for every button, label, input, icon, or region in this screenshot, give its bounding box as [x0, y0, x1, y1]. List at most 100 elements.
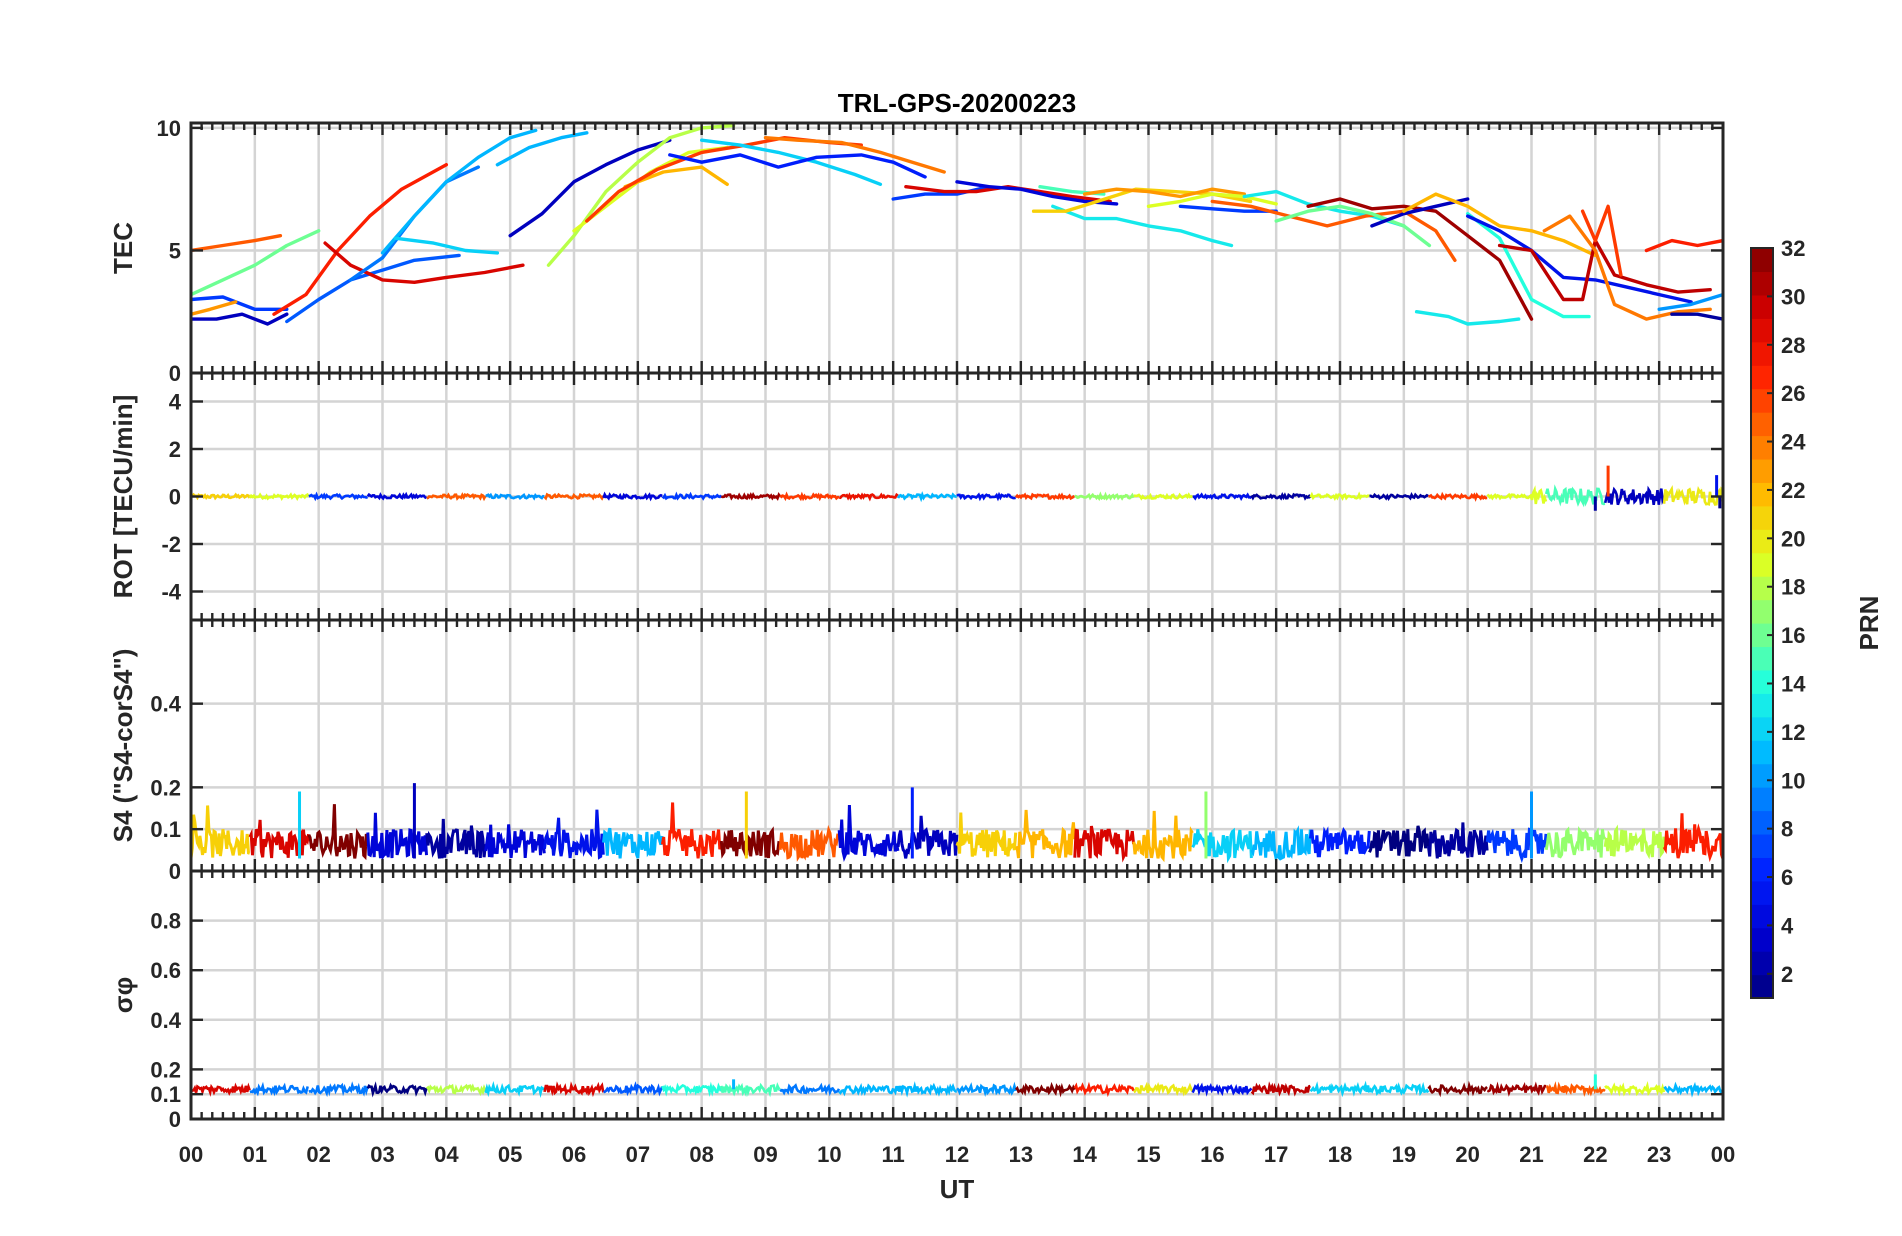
colorbar-swatch [1751, 927, 1773, 952]
rot-plot-area [191, 465, 1723, 511]
rot-series [956, 491, 1016, 502]
tec-series-prn-13 [1414, 310, 1521, 326]
y-tick-label: 0 [169, 859, 181, 884]
s4-series [660, 802, 723, 859]
x-tick-label: 07 [626, 1142, 650, 1167]
colorbar-swatch [1751, 458, 1773, 483]
x-tick-label: 08 [689, 1142, 713, 1167]
colorbar-tick-label: 14 [1781, 671, 1806, 696]
colorbar-tick-label: 24 [1781, 430, 1806, 455]
s4-series [602, 827, 664, 859]
y-tick-label: -4 [161, 580, 181, 605]
s4-series [1368, 825, 1430, 858]
colorbar-tick-label: 16 [1781, 623, 1805, 648]
tec-series-prn-22 [1402, 192, 1597, 258]
colorbar-swatch [1751, 482, 1773, 507]
x-tick-label: 22 [1583, 1142, 1607, 1167]
colorbar-swatch [1751, 693, 1773, 718]
colorbar-swatch [1751, 740, 1773, 765]
s4-series [719, 826, 781, 859]
sigma_phi-series [1427, 1080, 1488, 1098]
colorbar-swatch [1751, 669, 1773, 694]
colorbar-swatch [1751, 599, 1773, 624]
rot-series [248, 492, 310, 501]
sigma_phi-series [661, 1081, 723, 1098]
s4-y-axis-label: S4 ("S4-corS4") [108, 649, 138, 843]
x-tick-label: 09 [753, 1142, 777, 1167]
y-tick-label: -2 [161, 532, 181, 557]
tec-series-prn-6 [668, 153, 927, 179]
s4-series [543, 809, 605, 860]
colorbar-tick-label: 10 [1781, 768, 1805, 793]
tec-series-prn-22 [623, 165, 729, 189]
colorbar-swatch [1751, 904, 1773, 929]
tec-series-prn-23 [191, 300, 238, 316]
rot-series [779, 491, 839, 502]
tec-panel: 0 5 10 TEC [108, 116, 1725, 386]
rot-series [896, 491, 957, 503]
colorbar-tick-label: 6 [1781, 865, 1793, 890]
sigma_phi-y-axis-label: σφ [108, 977, 138, 1013]
x-tick-label: 06 [562, 1142, 586, 1167]
tec-series-prn-31 [1306, 197, 1534, 321]
rot-series [426, 492, 487, 502]
y-tick-label: 0.2 [150, 775, 181, 800]
y-tick-label: 0.6 [150, 958, 181, 983]
s4-series [1073, 825, 1136, 863]
rot-series [1250, 492, 1312, 501]
x-tick-label: 19 [1392, 1142, 1416, 1167]
s4-series [307, 804, 370, 861]
x-axis-ticks: 00 01 02 03 04 05 06 07 08 09 10 11 12 13 14 15 16 17 18 19… [179, 1142, 1735, 1167]
colorbar-swatch [1751, 529, 1773, 554]
colorbar-tick-label: 12 [1781, 720, 1805, 745]
x-tick-label: 12 [945, 1142, 969, 1167]
x-axis-label: UT [940, 1174, 975, 1204]
y-tick-label: 5 [169, 238, 181, 263]
rot-series [1369, 491, 1429, 501]
sigma_phi-series [484, 1080, 545, 1099]
s4-panel: 0 0.1 0.2 0.4 S4 ("S4-corS4") [108, 618, 1725, 884]
colorbar-tick-label: 32 [1781, 236, 1805, 261]
tec-series-prn-16 [1274, 204, 1432, 248]
sigma_phi-series [191, 1082, 251, 1097]
sigma_phi-series [1250, 1081, 1311, 1097]
colorbar-swatch [1751, 623, 1773, 648]
colorbar-swatch [1751, 294, 1773, 319]
colorbar-swatch [1751, 810, 1773, 835]
colorbar-swatch [1751, 388, 1773, 413]
s4-series [366, 812, 428, 861]
s4-series [837, 804, 900, 863]
sigma_phi-series [1073, 1081, 1135, 1098]
s4-series [1544, 825, 1607, 859]
x-tick-label: 18 [1328, 1142, 1352, 1167]
s4-series [1309, 826, 1371, 858]
colorbar-tick-label: 28 [1781, 333, 1805, 358]
colorbar-tick-label: 2 [1781, 962, 1793, 987]
rot-series [1192, 492, 1252, 501]
s4-series [1662, 813, 1723, 863]
rot-series [1074, 491, 1135, 502]
tec-series-prn-25 [1210, 199, 1457, 262]
colorbar-swatch [1751, 318, 1773, 343]
tec-series-prn-16 [191, 229, 321, 297]
s4-series [1015, 809, 1077, 859]
s4-series [896, 815, 959, 859]
sigma_phi-series [1487, 1081, 1547, 1097]
s4-series [778, 824, 840, 862]
sigma_phi-series [838, 1082, 900, 1097]
rot-panel: -4 -2 0 2 4 ROT [TECU/min] [108, 371, 1725, 622]
x-tick-label: 01 [243, 1142, 267, 1167]
tec-series-prn-26 [1580, 204, 1623, 277]
colorbar-swatch [1751, 833, 1773, 858]
sigma_phi-series [603, 1081, 664, 1097]
rot-series [1662, 484, 1723, 506]
tec-series-prn-24 [1542, 214, 1712, 321]
tec-series-prn-8 [285, 253, 461, 324]
y-tick-label: 4 [169, 390, 182, 415]
colorbar-swatch [1751, 248, 1773, 273]
colorbar-swatch [1751, 763, 1773, 788]
y-tick-label: 2 [169, 437, 181, 462]
colorbar-tick-label: 4 [1781, 913, 1794, 938]
s4-series [1132, 810, 1194, 863]
